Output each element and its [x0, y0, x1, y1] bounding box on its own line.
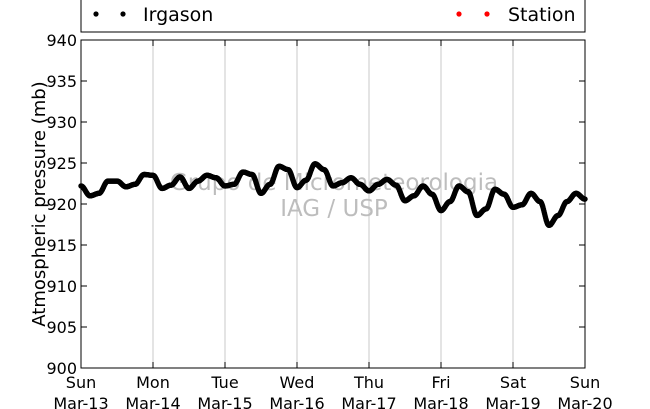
watermark-text: IAG / USP: [280, 196, 388, 222]
x-tick-label-date: Mar-16: [269, 394, 324, 409]
y-tick-label: 940: [46, 31, 77, 50]
legend-marker-irgason: [120, 11, 126, 17]
data-points: [78, 161, 588, 229]
legend: Irgason Station: [80, 0, 586, 33]
x-tick-label-day: Sat: [500, 373, 526, 392]
y-tick-label: 920: [46, 195, 77, 214]
y-tick-label: 900: [46, 359, 77, 378]
x-tick-label-day: Fri: [431, 373, 450, 392]
y-tick-label: 910: [46, 277, 77, 296]
x-tick-label-date: Mar-14: [125, 394, 180, 409]
y-tick-label: 935: [46, 72, 77, 91]
legend-marker-irgason: [93, 11, 99, 17]
y-axis-label: Atmospheric pressure (mb): [29, 81, 50, 326]
legend-marker-station: [484, 11, 490, 17]
x-tick-label-day: Sun: [66, 373, 96, 392]
axes: [80, 39, 586, 369]
tick-labels: Sun Mar-13 Mon Mar-14 Tue Mar-15 Wed Mar-16 Thu M…: [46, 31, 612, 409]
y-tick-label: 905: [46, 318, 77, 337]
legend-marker-station: [456, 11, 462, 17]
x-tick-label-date: Mar-19: [485, 394, 540, 409]
legend-label-irgason: Irgason: [143, 4, 213, 26]
x-tick-label-day: Wed: [280, 373, 315, 392]
x-tick-label-day: Tue: [210, 373, 238, 392]
x-tick-label-day: Sun: [570, 373, 600, 392]
x-tick-label-day: Thu: [353, 373, 384, 392]
legend-frame: [80, 0, 586, 33]
x-tick-label-date: Mar-18: [413, 394, 468, 409]
plot-frame: [80, 39, 586, 369]
x-tick-label-date: Mar-17: [341, 394, 396, 409]
x-tick-label-date: Mar-13: [53, 394, 108, 409]
y-tick-label: 915: [46, 236, 77, 255]
legend-label-station: Station: [508, 4, 576, 26]
x-tick-label-day: Mon: [136, 373, 170, 392]
x-tick-label-date: Mar-15: [197, 394, 252, 409]
x-tick-label-date: Mar-20: [557, 394, 612, 409]
y-tick-label: 930: [46, 113, 77, 132]
y-tick-label: 925: [46, 154, 77, 173]
